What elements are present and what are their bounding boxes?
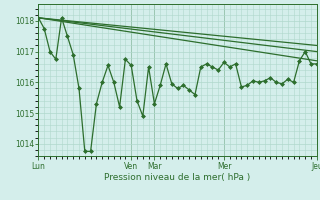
X-axis label: Pression niveau de la mer( hPa ): Pression niveau de la mer( hPa )	[104, 173, 251, 182]
